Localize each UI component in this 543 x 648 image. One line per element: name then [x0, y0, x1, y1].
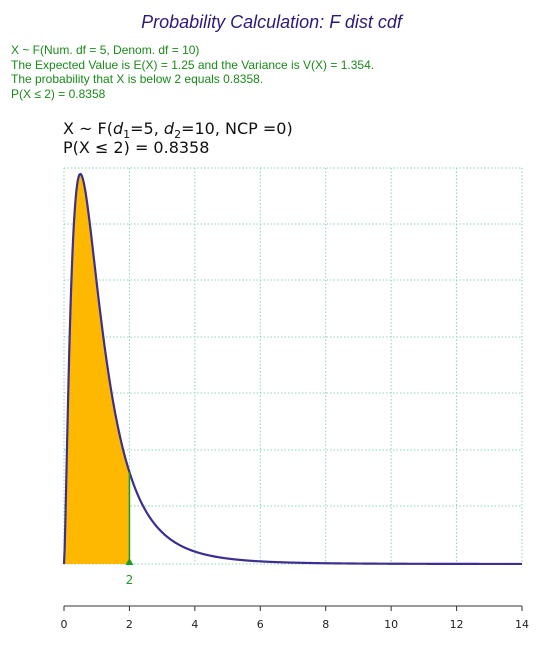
page-title: Probability Calculation: F dist cdf — [141, 12, 402, 32]
grid-lines — [63, 167, 523, 565]
summary-line: The Expected Value is E(X) = 1.25 and th… — [11, 57, 375, 72]
cutoff-label: 2 — [126, 573, 134, 587]
summary-text: X ~ F(Num. df = 5, Denom. df = 10) The E… — [11, 43, 374, 101]
chart-subtitle: P(X ≤ 2) = 0.8358 — [63, 138, 209, 157]
density-curve — [62, 172, 522, 566]
x-tick-label: 8 — [322, 618, 329, 631]
x-tick-label: 2 — [126, 618, 133, 631]
x-tick-label: 0 — [61, 618, 68, 631]
chart-title: X ~ F(d1=5, d2=10, NCP =0) — [63, 119, 293, 141]
x-axis: 0 2 4 6 8 10 12 14 — [61, 605, 529, 631]
summary-line: X ~ F(Num. df = 5, Denom. df = 10) — [11, 43, 200, 57]
x-tick-label: 4 — [191, 618, 198, 631]
probability-area — [64, 174, 130, 564]
summary-line: The probability that X is below 2 equals… — [11, 72, 264, 86]
density-line — [62, 172, 522, 566]
x-tick-label: 12 — [450, 618, 464, 631]
cutoff-marker-triangle — [125, 558, 134, 565]
x-tick-label: 10 — [384, 618, 398, 631]
x-tick-label: 6 — [257, 618, 264, 631]
summary-line: P(X ≤ 2) = 0.8358 — [11, 86, 106, 101]
x-tick-label: 14 — [515, 618, 529, 631]
cutoff-marker: 2 — [125, 472, 134, 587]
shaded-area — [64, 174, 130, 564]
